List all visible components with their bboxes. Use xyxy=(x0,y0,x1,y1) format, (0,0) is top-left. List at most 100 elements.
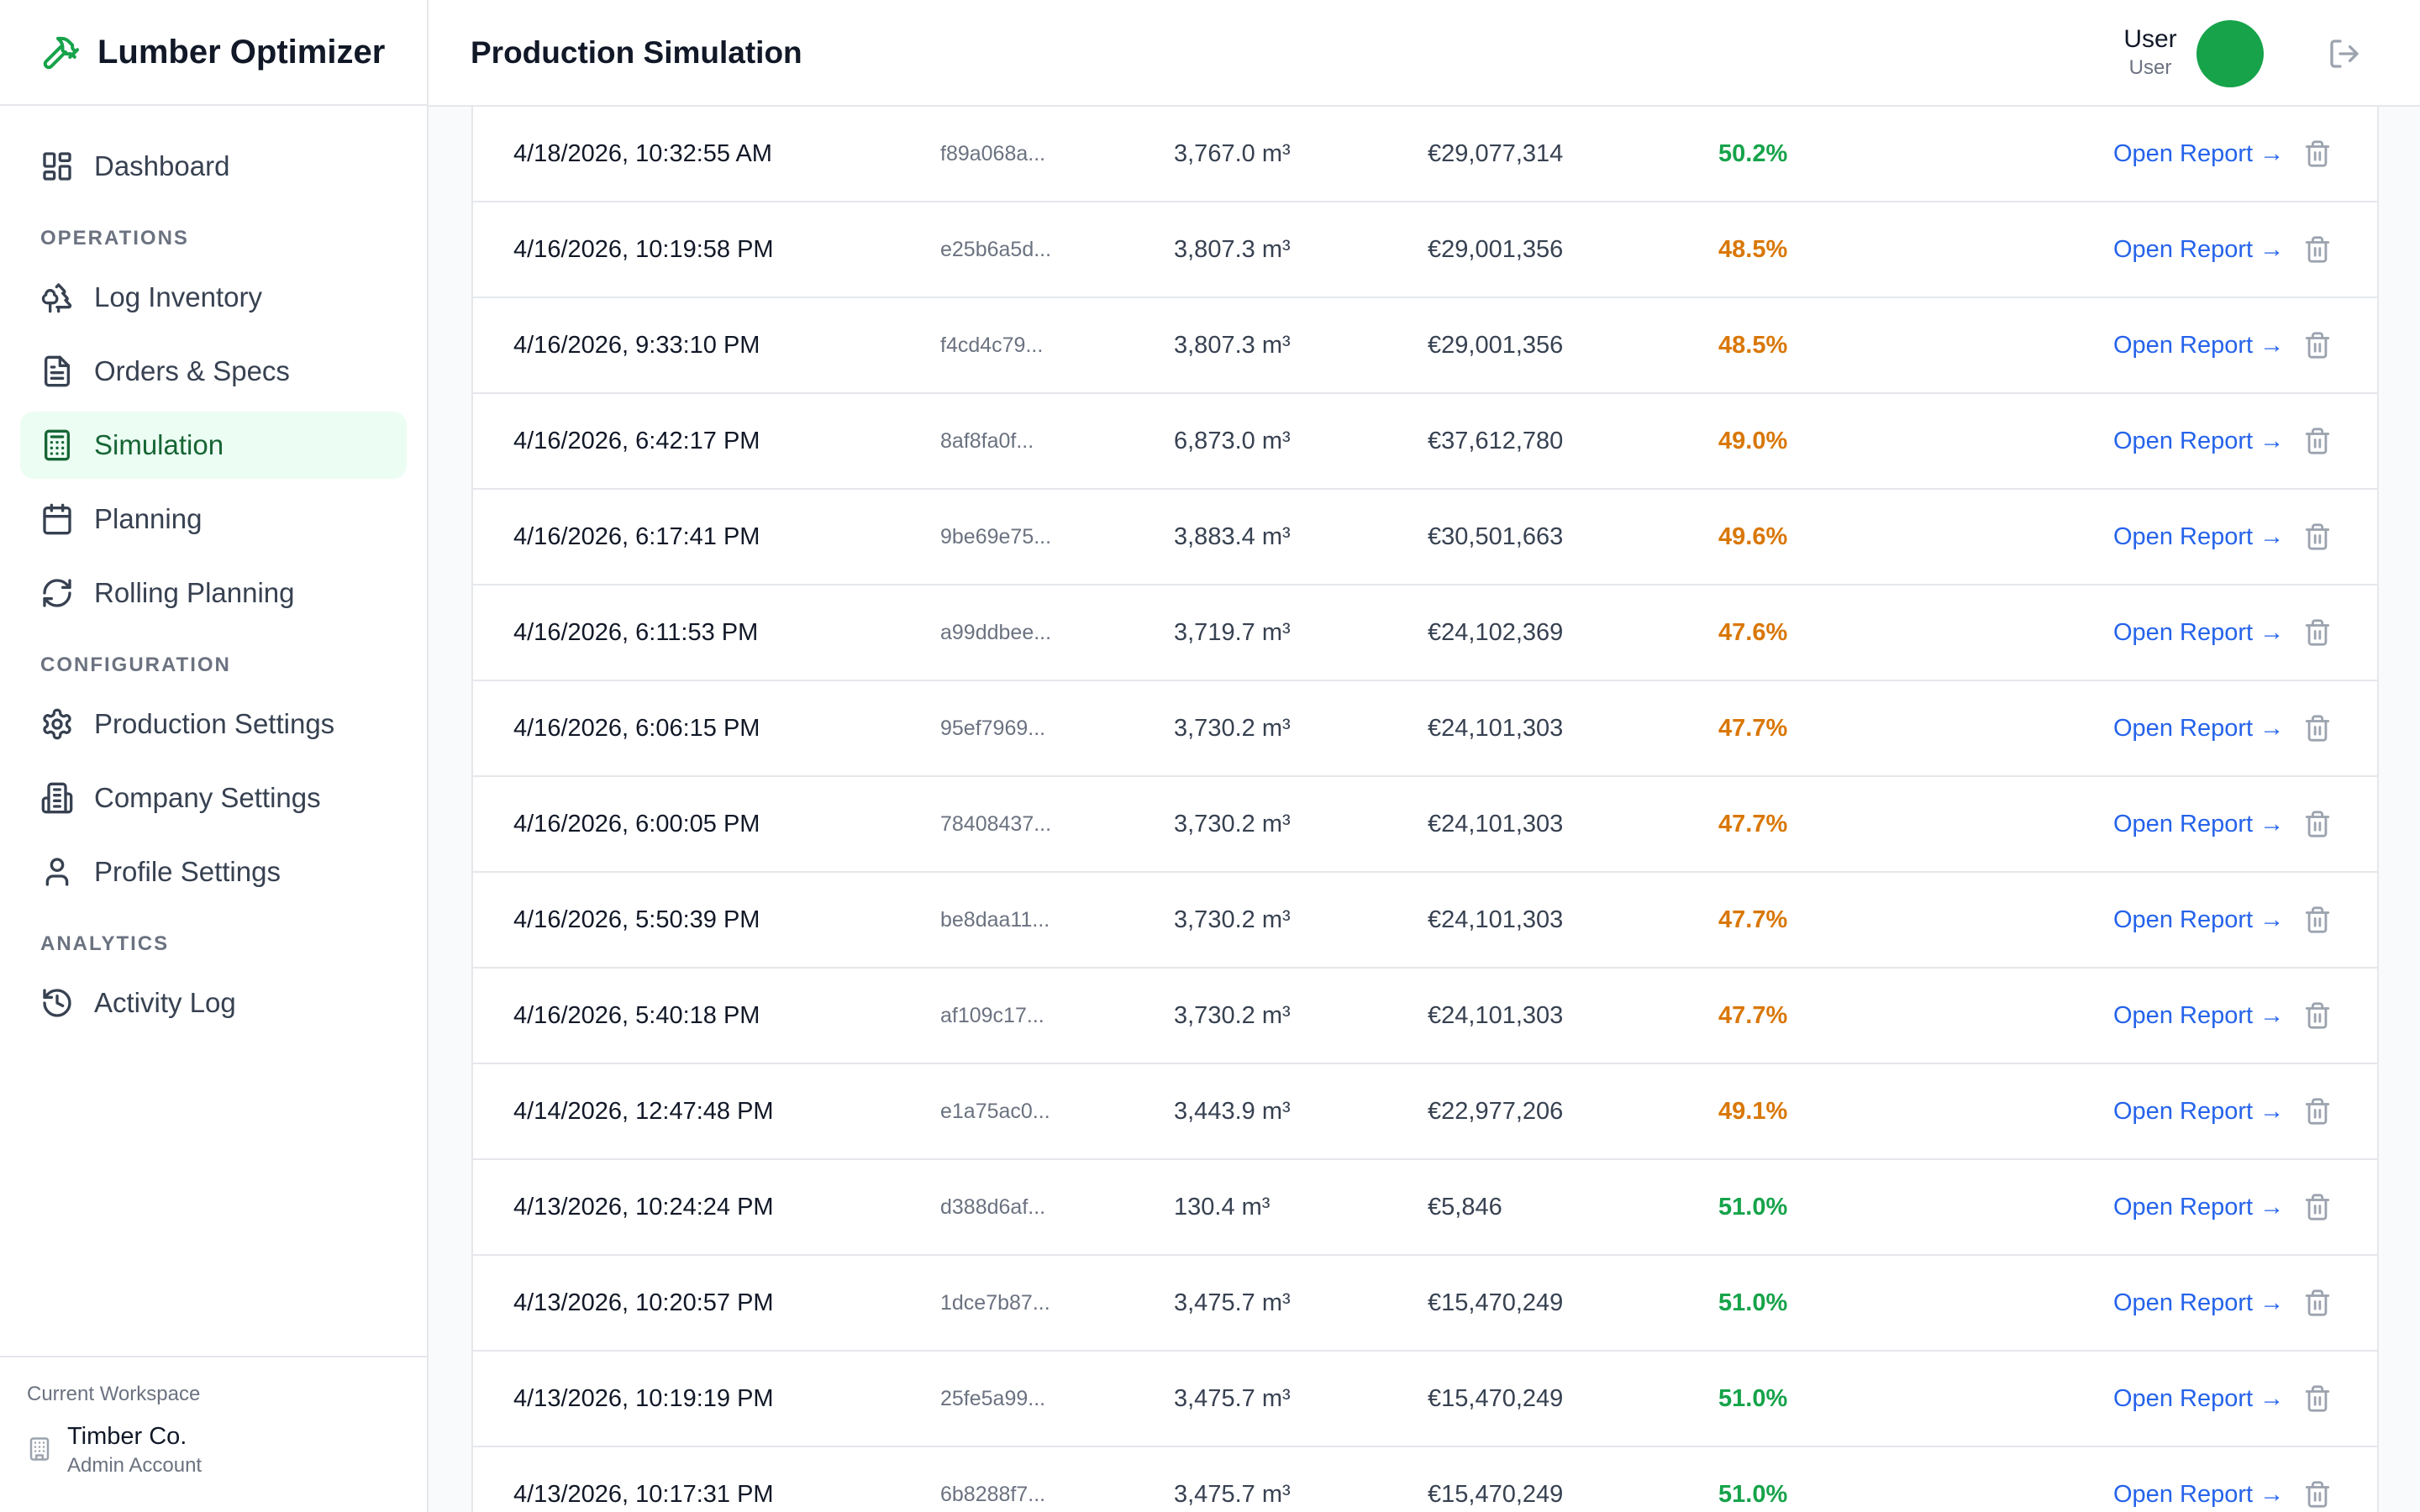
delete-button[interactable] xyxy=(2303,1480,2332,1509)
open-report-link[interactable]: Open Report → xyxy=(2113,906,2285,933)
run-volume: 3,807.3 m³ xyxy=(1174,331,1291,359)
run-date: 4/16/2026, 6:11:53 PM xyxy=(513,618,759,646)
brand[interactable]: Lumber Optimizer xyxy=(0,0,427,106)
run-yield: 48.5% xyxy=(1718,331,1788,359)
trash-icon xyxy=(2305,1098,2330,1125)
delete-button[interactable] xyxy=(2303,1289,2332,1317)
delete-button[interactable] xyxy=(2303,1001,2332,1030)
open-report-link[interactable]: Open Report → xyxy=(2113,235,2285,263)
open-report-link[interactable]: Open Report → xyxy=(2113,139,2285,167)
sidebar-item-rolling-planning[interactable]: Rolling Planning xyxy=(20,559,407,627)
run-id: be8daa11... xyxy=(940,907,1050,932)
run-value: €15,470,249 xyxy=(1428,1480,1564,1508)
run-yield: 51.0% xyxy=(1718,1384,1788,1412)
sidebar-item-production-settings[interactable]: Production Settings xyxy=(20,690,407,758)
table-row: 4/16/2026, 6:17:41 PM 9be69e75... 3,883.… xyxy=(473,490,2377,585)
open-report-link[interactable]: Open Report → xyxy=(2113,810,2285,837)
table-row: 4/16/2026, 6:42:17 PM 8af8fa0f... 6,873.… xyxy=(473,394,2377,490)
run-id: 6b8288f7... xyxy=(940,1482,1046,1506)
open-report-link[interactable]: Open Report → xyxy=(2113,1480,2285,1508)
open-report-link[interactable]: Open Report → xyxy=(2113,331,2285,359)
sidebar-item-orders-specs[interactable]: Orders & Specs xyxy=(20,338,407,405)
run-date: 4/16/2026, 6:06:15 PM xyxy=(513,714,760,742)
run-volume: 3,719.7 m³ xyxy=(1174,618,1291,646)
open-report-link[interactable]: Open Report → xyxy=(2113,1384,2285,1412)
run-date: 4/16/2026, 6:00:05 PM xyxy=(513,810,760,837)
run-value: €30,501,663 xyxy=(1428,522,1564,550)
workspace-role: Admin Account xyxy=(67,1454,203,1477)
run-date: 4/16/2026, 10:19:58 PM xyxy=(513,235,774,263)
run-yield: 49.0% xyxy=(1718,427,1788,454)
delete-button[interactable] xyxy=(2303,714,2332,743)
run-volume: 3,730.2 m³ xyxy=(1174,810,1291,837)
run-value: €5,846 xyxy=(1428,1193,1502,1221)
delete-button[interactable] xyxy=(2303,1193,2332,1221)
open-report-link[interactable]: Open Report → xyxy=(2113,714,2285,742)
open-report-link[interactable]: Open Report → xyxy=(2113,427,2285,454)
open-report-link[interactable]: Open Report → xyxy=(2113,1001,2285,1029)
run-date: 4/16/2026, 5:40:18 PM xyxy=(513,1001,760,1029)
sidebar-item-activity-log[interactable]: Activity Log xyxy=(20,969,407,1037)
sidebar-item-dashboard[interactable]: Dashboard xyxy=(20,133,407,200)
delete-button[interactable] xyxy=(2303,906,2332,934)
delete-button[interactable] xyxy=(2303,522,2332,551)
run-id: e25b6a5d... xyxy=(940,237,1052,261)
run-date: 4/18/2026, 10:32:55 AM xyxy=(513,139,772,167)
delete-button[interactable] xyxy=(2303,331,2332,360)
delete-button[interactable] xyxy=(2303,235,2332,264)
table-row: 4/18/2026, 10:32:55 AM f89a068a... 3,767… xyxy=(473,107,2377,202)
delete-button[interactable] xyxy=(2303,139,2332,168)
trash-icon xyxy=(2305,1194,2330,1221)
workspace-switcher[interactable]: Timber Co. Admin Account xyxy=(27,1421,400,1480)
run-value: €15,470,249 xyxy=(1428,1384,1564,1412)
open-report-link[interactable]: Open Report → xyxy=(2113,618,2285,646)
sidebar-item-label: Activity Log xyxy=(94,987,236,1018)
open-report-link[interactable]: Open Report → xyxy=(2113,1193,2285,1221)
run-volume: 3,730.2 m³ xyxy=(1174,1001,1291,1029)
sidebar-item-log-inventory[interactable]: Log Inventory xyxy=(20,264,407,331)
trash-icon xyxy=(2305,715,2330,742)
hammer-icon xyxy=(43,36,79,70)
table-body: 4/18/2026, 10:32:55 AM f89a068a... 3,767… xyxy=(473,107,2377,1512)
history-icon xyxy=(43,989,71,1017)
open-report-link[interactable]: Open Report → xyxy=(2113,522,2285,550)
sidebar-item-planning[interactable]: Planning xyxy=(20,486,407,553)
delete-button[interactable] xyxy=(2303,1384,2332,1413)
sidebar-item-profile-settings[interactable]: Profile Settings xyxy=(20,838,407,906)
top-header: Production Simulation xyxy=(429,0,2420,107)
sidebar-item-label: Profile Settings xyxy=(94,856,281,887)
run-value: €29,077,314 xyxy=(1428,139,1564,167)
sidebar-item-label: Company Settings xyxy=(94,782,321,813)
section-analytics: ANALYTICS xyxy=(40,932,170,955)
table-row: 4/16/2026, 6:06:15 PM 95ef7969... 3,730.… xyxy=(473,681,2377,777)
run-date: 4/13/2026, 10:24:24 PM xyxy=(513,1193,774,1221)
sidebar-item-simulation[interactable]: Simulation xyxy=(20,412,407,479)
run-id: f4cd4c79... xyxy=(940,333,1044,357)
run-yield: 47.6% xyxy=(1718,618,1788,646)
table-row: 4/16/2026, 5:40:18 PM af109c17... 3,730.… xyxy=(473,969,2377,1064)
sidebar-item-label: Production Settings xyxy=(94,708,335,739)
sidebar-item-company-settings[interactable]: Company Settings xyxy=(20,764,407,832)
simulation-table: 4/18/2026, 10:32:55 AM f89a068a... 3,767… xyxy=(471,107,2379,1512)
workspace-label: Current Workspace xyxy=(27,1383,201,1405)
run-yield: 47.7% xyxy=(1718,714,1788,742)
avatar[interactable] xyxy=(2196,20,2264,87)
run-date: 4/14/2026, 12:47:48 PM xyxy=(513,1097,774,1125)
trash-icon xyxy=(2305,236,2330,263)
open-report-link[interactable]: Open Report → xyxy=(2113,1097,2285,1125)
delete-button[interactable] xyxy=(2303,1097,2332,1126)
building-icon xyxy=(29,1437,50,1461)
run-yield: 47.7% xyxy=(1718,1001,1788,1029)
delete-button[interactable] xyxy=(2303,810,2332,838)
run-id: e1a75ac0... xyxy=(940,1099,1050,1123)
logout-icon[interactable] xyxy=(2328,37,2361,71)
run-yield: 47.7% xyxy=(1718,906,1788,933)
trash-icon xyxy=(2305,1481,2330,1508)
run-date: 4/13/2026, 10:19:19 PM xyxy=(513,1384,774,1412)
sidebar-item-label: Log Inventory xyxy=(94,281,262,312)
delete-button[interactable] xyxy=(2303,427,2332,455)
delete-button[interactable] xyxy=(2303,618,2332,647)
run-volume: 3,767.0 m³ xyxy=(1174,139,1291,167)
run-date: 4/16/2026, 9:33:10 PM xyxy=(513,331,760,359)
open-report-link[interactable]: Open Report → xyxy=(2113,1289,2285,1316)
